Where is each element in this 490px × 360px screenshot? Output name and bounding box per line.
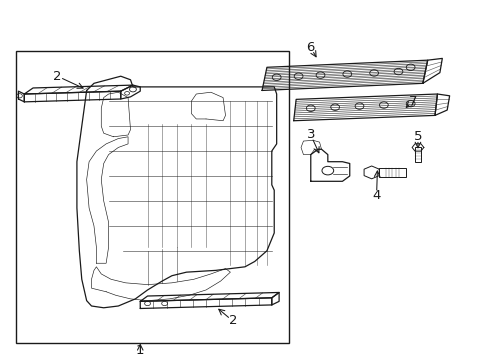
Bar [379,168,406,177]
Text: 3: 3 [307,129,315,141]
Text: 2: 2 [228,314,237,328]
Text: 2: 2 [53,70,62,83]
Bar [16,51,289,343]
Text: 5: 5 [414,130,422,143]
Bar [415,148,421,162]
Text: 7: 7 [409,95,417,108]
Text: 6: 6 [307,41,315,54]
Text: 1: 1 [136,344,145,357]
Text: 4: 4 [372,189,381,202]
